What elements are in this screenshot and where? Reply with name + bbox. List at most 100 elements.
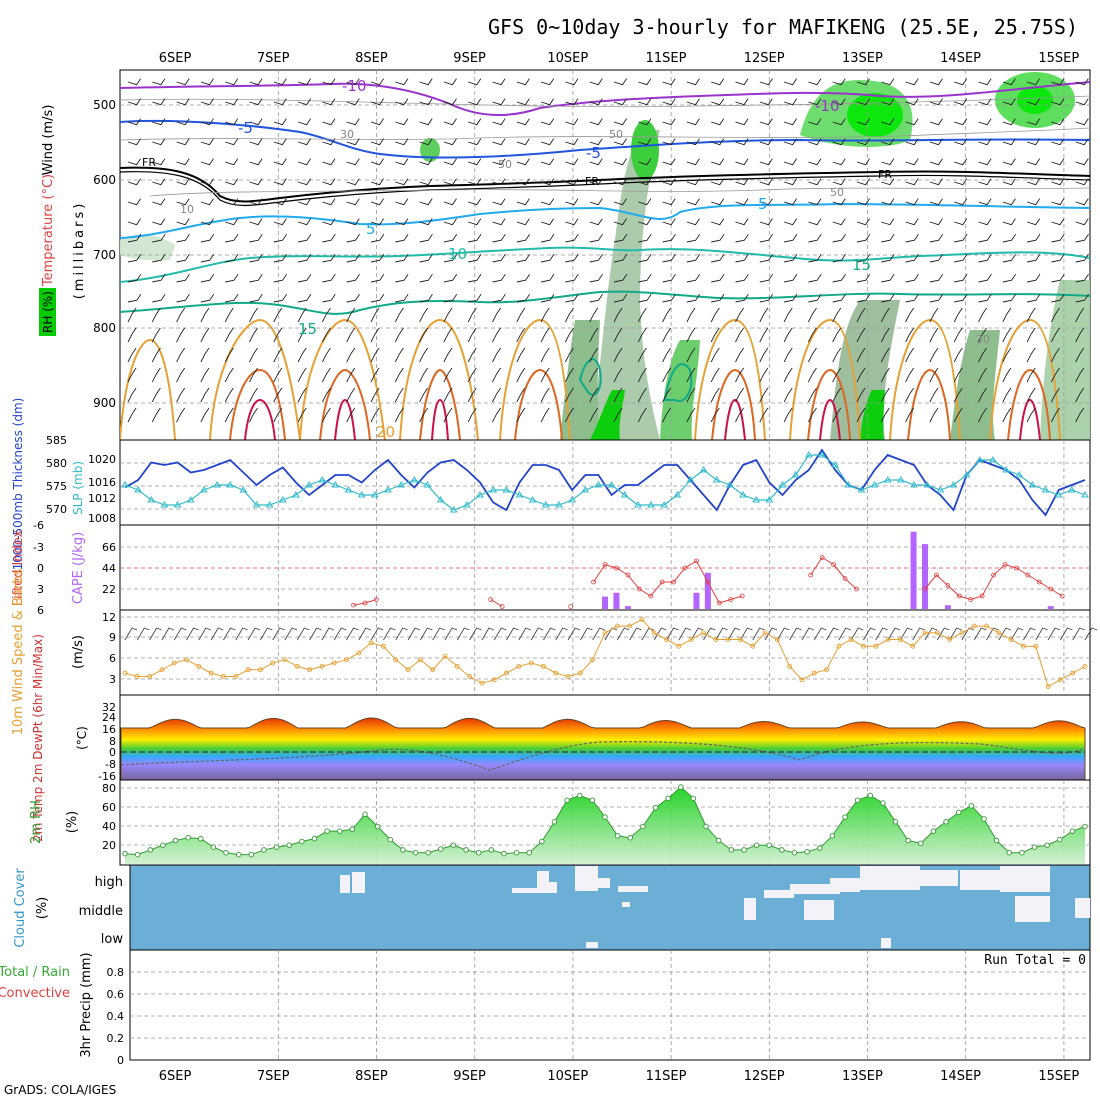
cape-tick-66: 66 xyxy=(102,541,116,554)
top-date-label: 8SEP xyxy=(355,51,388,66)
top-date-label: 14SEP xyxy=(940,51,981,66)
top-date-label: 11SEP xyxy=(646,51,687,66)
rh2m-point xyxy=(540,839,545,844)
cape-bar xyxy=(1048,606,1054,609)
cloud-axis-label: Cloud Cover xyxy=(13,868,28,948)
tick-800: 800 xyxy=(93,321,116,335)
bottom-date-label: 15SEP xyxy=(1038,1069,1079,1084)
rh2m-point xyxy=(388,837,393,842)
rh-tick-20: 20 xyxy=(102,839,116,852)
contour-label-minus5-b: -5 xyxy=(586,144,601,162)
cloud-panel: high middle low Cloud Cover (%) xyxy=(13,865,1090,950)
upper-pressure-ticks: 500 600 700 800 900 xyxy=(93,98,116,410)
rh2m-point xyxy=(337,829,342,834)
cloud-block xyxy=(549,882,557,893)
top-date-label: 9SEP xyxy=(453,51,486,66)
rh2m-point xyxy=(767,843,772,848)
rh2m-point xyxy=(489,848,494,853)
cape-tick-22: 22 xyxy=(102,583,116,596)
upper-side-labels: (millibars) Wind (m/s) Temperature (°C) … xyxy=(39,105,87,336)
li-tick-0: 0 xyxy=(37,562,44,575)
rh2m-point xyxy=(565,798,570,803)
rh2m-point xyxy=(413,850,418,855)
rh2m-point xyxy=(678,785,683,790)
thickness-tick-585: 585 xyxy=(46,434,67,447)
rh2m-point xyxy=(881,801,886,806)
contour-label-minus5-a: -5 xyxy=(238,119,253,137)
contour-label-fr-3: FR xyxy=(878,168,892,181)
cloud-level-middle: middle xyxy=(79,904,123,919)
precip-tick-0: 0 xyxy=(117,1054,124,1067)
li-tick-m6: -6 xyxy=(33,519,44,532)
rh2m-point xyxy=(274,845,279,850)
rh2m-point xyxy=(527,850,532,855)
cloud-block xyxy=(744,898,756,920)
top-date-labels: 6SEP 7SEP 8SEP 9SEP 10SEP 11SEP 12SEP 13SEP 14SE… xyxy=(159,51,1080,66)
rh2m-point xyxy=(401,848,406,853)
rh2m-point xyxy=(236,852,241,857)
rh2m-point xyxy=(1020,850,1025,855)
precip-tick-06: 0.6 xyxy=(107,988,125,1001)
cape-tick-44: 44 xyxy=(102,562,116,575)
rh2m-point xyxy=(135,852,140,857)
precip-frame xyxy=(130,950,1090,1060)
wind-frame xyxy=(120,610,1090,695)
rh2m-point xyxy=(451,843,456,848)
rh2m-point xyxy=(653,805,658,810)
slp-axis-label: SLP (mb) xyxy=(71,461,85,515)
cloud-block xyxy=(804,900,834,920)
contour-label-20: 20 xyxy=(376,423,395,441)
wind-legend-label: Wind (m/s) xyxy=(41,105,56,176)
rh2m-point xyxy=(780,848,785,853)
rh2m-point xyxy=(628,835,633,840)
temperature-legend-label: Temperature (°C) xyxy=(41,174,56,287)
precip-unit-label: 3hr Precip (mm) xyxy=(79,952,94,1057)
wind-tick-3: 3 xyxy=(109,673,116,686)
slp-tick-1008: 1008 xyxy=(88,512,116,525)
cloud-block xyxy=(830,878,860,892)
precip-tick-02: 0.2 xyxy=(107,1032,125,1045)
rh2m-point xyxy=(350,827,355,832)
bottom-date-label: 9SEP xyxy=(453,1069,486,1084)
tick-700: 700 xyxy=(93,248,116,262)
rh-tick-80: 80 xyxy=(102,782,116,795)
tick-500: 500 xyxy=(93,98,116,112)
rh2m-point xyxy=(426,850,431,855)
rh2m-point xyxy=(438,847,443,852)
wind-axis-label: 10m Wind Speed & Barbs xyxy=(11,569,26,736)
rh-label-30-a: 30 xyxy=(340,128,354,141)
rh2m-point xyxy=(855,798,860,803)
cloud-block xyxy=(1075,898,1090,918)
rh2m-point xyxy=(944,819,949,824)
precip-tick-04: 0.4 xyxy=(107,1010,125,1023)
cape-bar xyxy=(922,544,928,609)
thickness-tick-575: 575 xyxy=(46,480,67,493)
wind-tick-12: 12 xyxy=(102,611,116,624)
precip-panel: Run Total = 0 0.8 0.6 0.4 0.2 0 Total / … xyxy=(0,950,1090,1067)
rh2m-point xyxy=(817,846,822,851)
rh2m-point xyxy=(325,829,330,834)
contour-label-15-b: 15 xyxy=(852,256,871,274)
rh2m-point xyxy=(792,850,797,855)
rh2m-point xyxy=(641,824,646,829)
upper-air-panel: -10 -10 -5 -5 FR FR FR 5 5 10 15 15 20 1… xyxy=(39,70,1090,441)
rh2m-point xyxy=(123,851,128,856)
rh2m-point xyxy=(224,850,229,855)
thickness-tick-570: 570 xyxy=(46,503,67,516)
rh-label-50-a: 50 xyxy=(609,128,623,141)
rh2m-axis-label: 2m RH xyxy=(29,800,44,844)
thickness-frame xyxy=(120,440,1090,525)
rh2m-point xyxy=(552,819,557,824)
cloud-block xyxy=(622,902,630,907)
rh2m-panel: 80 60 40 20 2m RH (%) xyxy=(29,780,1090,865)
bottom-date-label: 7SEP xyxy=(257,1069,290,1084)
rh2m-point xyxy=(603,815,608,820)
rh2m-point xyxy=(704,824,709,829)
rh2m-point xyxy=(262,848,267,853)
bottom-date-label: 6SEP xyxy=(159,1069,192,1084)
cape-bar xyxy=(602,597,608,609)
rh2m-point xyxy=(931,829,936,834)
rh2m-point xyxy=(666,796,671,801)
rh2m-point xyxy=(1057,837,1062,842)
cloud-block xyxy=(575,866,598,891)
